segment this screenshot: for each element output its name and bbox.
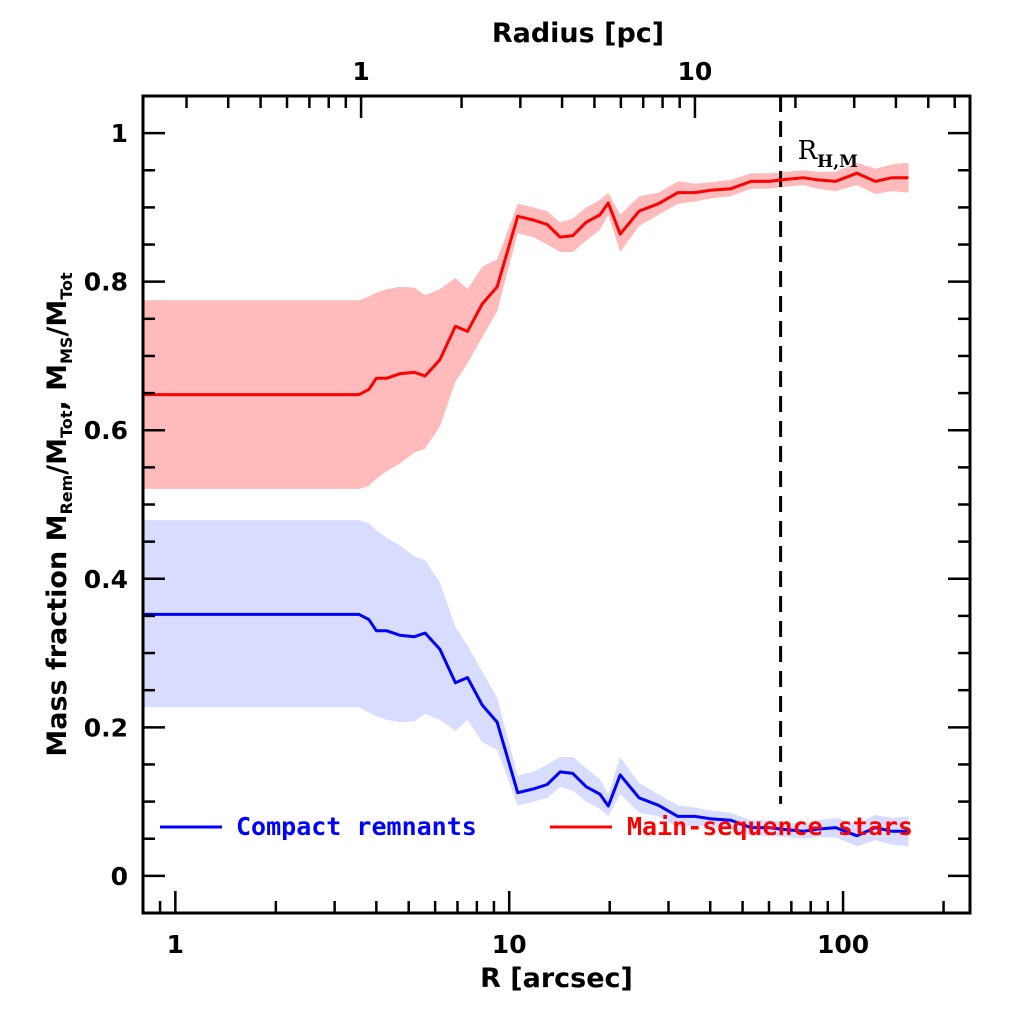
axis-ticks — [141, 96, 970, 913]
x-tick-label: 1 — [167, 930, 184, 959]
y-axis-title-sub-tot1: Tot — [57, 410, 76, 438]
y-tick-label: 0.2 — [84, 713, 128, 742]
legend: Compact remnants Main-sequence stars — [160, 812, 913, 841]
y-axis-title-sub-ms: MS — [57, 337, 76, 364]
y-axis-title-sub-rem: Rem — [57, 475, 76, 515]
half-mass-radius-label-main: R — [798, 136, 819, 166]
top-tick-label: 1 — [352, 57, 369, 86]
y-axis-title: Mass fraction MRem/MTot, MMS/MTot — [42, 272, 76, 757]
x-tick-label: 10 — [492, 930, 527, 959]
plot-frame — [141, 94, 972, 915]
y-axis-title-mid3: /M — [42, 300, 73, 337]
top-tick-label: 10 — [678, 57, 713, 86]
y-axis-title-mid1: /M — [42, 438, 73, 475]
series-lines — [143, 171, 909, 838]
top-axis-title: Radius [pc] — [492, 18, 664, 49]
y-axis-title-sub-tot2: Tot — [57, 272, 76, 300]
legend-label-compact-remnants: Compact remnants — [236, 812, 477, 841]
line-compact-remnants — [143, 612, 909, 838]
y-axis-title-prefix: Mass fraction M — [42, 515, 73, 757]
y-tick-label: 0.6 — [84, 416, 128, 445]
y-tick-label: 1 — [111, 119, 128, 148]
legend-label-main-sequence: Main-sequence stars — [627, 812, 913, 841]
half-mass-radius-marker: RH,M — [779, 96, 859, 804]
half-mass-radius-label: RH,M — [798, 136, 859, 172]
band-compact-remnants — [143, 520, 909, 847]
y-tick-label: 0.4 — [84, 565, 128, 594]
half-mass-radius-label-sub: H,M — [817, 152, 858, 172]
x-tick-labels: 1 10 100 — [167, 930, 870, 959]
top-tick-labels: 1 10 — [352, 57, 712, 86]
x-axis-title: R [arcsec] — [480, 963, 633, 994]
line-main-sequence-stars — [143, 171, 909, 397]
x-tick-label: 100 — [817, 930, 869, 959]
uncertainty-bands — [143, 162, 909, 847]
y-tick-label: 0 — [111, 862, 128, 891]
band-main-sequence-stars — [143, 162, 909, 489]
y-tick-labels: 0 0.2 0.4 0.6 0.8 1 — [84, 119, 128, 891]
y-axis-title-mid2: , M — [42, 364, 73, 411]
y-tick-label: 0.8 — [84, 268, 128, 297]
